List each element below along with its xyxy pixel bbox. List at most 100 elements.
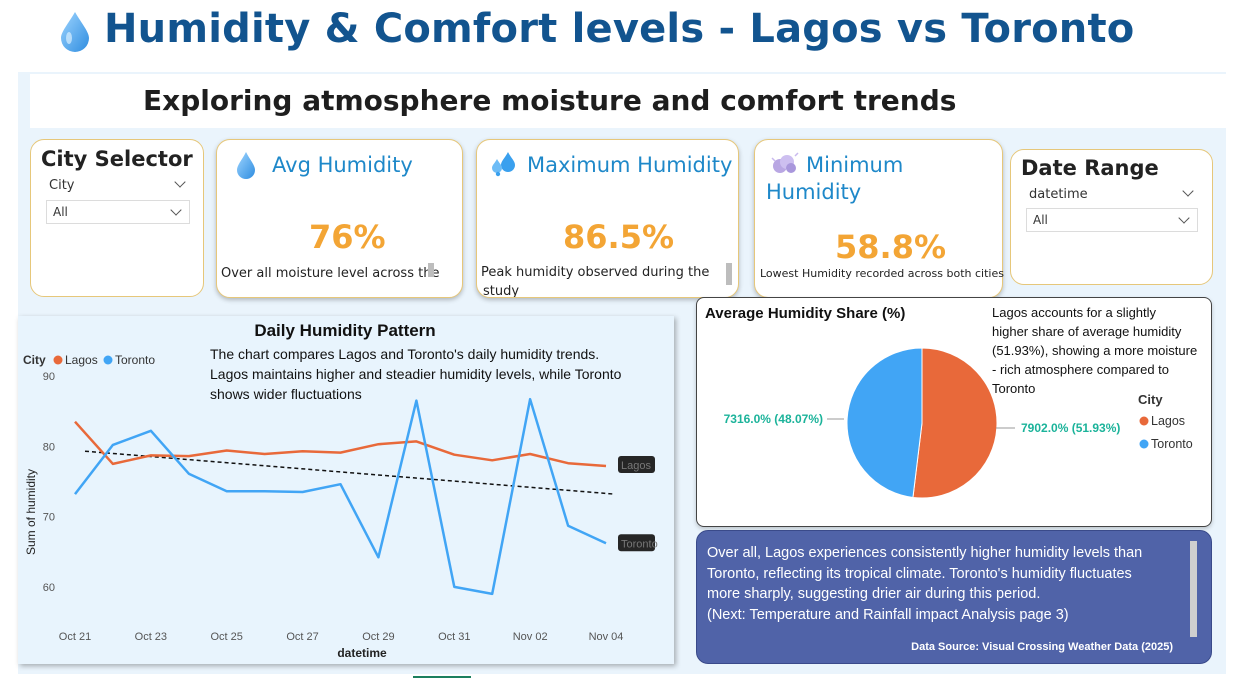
end-label-lagos: Lagos: [621, 460, 651, 472]
x-tick-label: Oct 27: [286, 631, 318, 643]
kpi-value: 76%: [309, 218, 386, 256]
page-title: Humidity & Comfort levels - Lagos vs Tor…: [104, 6, 1135, 52]
legend-label-toronto[interactable]: Toronto: [115, 353, 155, 367]
title-band: [18, 0, 1226, 72]
series-line-lagos: [74, 420, 607, 468]
city-dropdown[interactable]: All: [46, 200, 190, 224]
summary-panel: Over all, Lagos experiences consistently…: [696, 530, 1212, 664]
cloud-icon: [771, 152, 799, 173]
x-tick-label: Oct 29: [362, 631, 394, 643]
summary-text: Over all, Lagos experiences consistently…: [707, 543, 1177, 625]
chart-note-line: Lagos maintains higher and steadier humi…: [210, 366, 622, 382]
end-label-toronto: Toronto: [621, 538, 658, 550]
page-subtitle: Exploring atmosphere moisture and comfor…: [143, 84, 957, 117]
chart-title: Daily Humidity Pattern: [254, 321, 435, 340]
daily-humidity-chart: Daily Humidity Pattern The chart compare…: [23, 321, 658, 660]
date-dropdown[interactable]: All: [1026, 208, 1198, 232]
kpi-title-line1: Minimum: [806, 153, 904, 177]
kpi-card-maximum-humidity: Maximum Humidity 86.5% Peak humidity obs…: [476, 139, 739, 298]
humidity-share-chart: Average Humidity Share (%) Lagos account…: [705, 305, 1197, 499]
pie-slice-lagos[interactable]: [912, 347, 998, 499]
y-tick-label: 90: [43, 371, 55, 383]
slicer-title: Date Range: [1021, 156, 1159, 180]
chevron-down-icon[interactable]: [1182, 185, 1194, 197]
pie-note-line: higher share of average humidity: [992, 324, 1182, 339]
scrollbar[interactable]: [1190, 541, 1197, 637]
page-tab-strip: [0, 674, 1234, 678]
kpi-value: 58.8%: [835, 228, 947, 266]
x-tick-label: Oct 25: [211, 631, 243, 643]
dropdown-value: All: [53, 205, 68, 219]
chevron-down-icon[interactable]: [174, 176, 186, 188]
legend-label-lagos[interactable]: Lagos: [1151, 414, 1185, 428]
pie-note-line: - rich atmosphere compared to: [992, 362, 1169, 377]
x-axis-title: datetime: [337, 646, 387, 660]
chart-title: Average Humidity Share (%): [705, 305, 905, 322]
scrollbar[interactable]: [428, 263, 434, 277]
pie-note-line: Toronto: [992, 381, 1035, 396]
water-drops-icon: [492, 152, 515, 177]
daily-humidity-chart-panel: Daily Humidity Pattern The chart compare…: [18, 316, 674, 664]
droplet-icon: [237, 152, 255, 179]
legend-title: City: [23, 353, 46, 367]
kpi-value: 86.5%: [563, 218, 675, 256]
kpi-description: Peak humidity observed during the: [481, 265, 710, 280]
kpi-description-continued: study: [483, 284, 520, 298]
x-tick-label: Oct 23: [135, 631, 167, 643]
pie-note-line: (51.93%), showing a more moisture: [992, 343, 1197, 358]
end-label-box: [618, 534, 655, 552]
x-tick-label: Oct 21: [59, 631, 91, 643]
x-axis-ticks: Oct 21 Oct 23 Oct 25 Oct 27 Oct 29 Oct 31 Nov …: [59, 631, 624, 643]
chevron-down-icon: [170, 204, 182, 216]
y-tick-label: 70: [43, 512, 55, 524]
x-tick-label: Nov 04: [589, 631, 624, 643]
series-line-toronto: [74, 397, 607, 596]
date-range-slicer: Date Range datetime All: [1010, 149, 1213, 285]
x-tick-label: Nov 02: [513, 631, 548, 643]
legend-marker-toronto: [1139, 439, 1149, 449]
y-axis-ticks: 60 70 80 90: [43, 371, 55, 594]
humidity-share-panel: Average Humidity Share (%) Lagos account…: [696, 297, 1212, 527]
subtitle-band: [30, 74, 1226, 128]
legend-label-lagos[interactable]: Lagos: [65, 353, 98, 367]
end-labels: Lagos Toronto: [618, 455, 658, 552]
legend-marker-lagos: [53, 355, 63, 365]
pie-label-lagos: 7902.0% (51.93%): [1021, 421, 1120, 435]
dropdown-value: All: [1033, 213, 1048, 227]
legend-title: City: [1138, 392, 1163, 407]
pie-slices: [846, 347, 998, 499]
kpi-title: Avg Humidity: [272, 153, 413, 177]
summary-line: (Next: Temperature and Rainfall impact A…: [707, 606, 1069, 623]
legend-marker-toronto: [103, 355, 113, 365]
kpi-card-minimum-humidity: Minimum Humidity 58.8% Lowest Humidity r…: [754, 139, 1004, 298]
end-label-box: [618, 455, 655, 473]
pie-note-line: Lagos accounts for a slightly: [992, 305, 1157, 320]
scrollbar[interactable]: [726, 263, 732, 285]
data-source: Data Source: Visual Crossing Weather Dat…: [911, 641, 1173, 653]
x-tick-label: Oct 31: [438, 631, 470, 643]
droplet-icon: [61, 12, 89, 52]
slicer-title: City Selector: [41, 147, 193, 171]
kpi-description: Over all moisture level across the: [221, 266, 440, 281]
pie-slice-toronto[interactable]: [846, 347, 923, 499]
city-selector-slicer: City Selector City All: [30, 139, 204, 297]
pie-label-toronto: 7316.0% (48.07%): [724, 412, 823, 426]
summary-line: Over all, Lagos experiences consistently…: [707, 545, 1143, 561]
chart-note-line: The chart compares Lagos and Toronto's d…: [210, 346, 599, 362]
y-tick-label: 60: [43, 582, 55, 594]
summary-line: Toronto, reflecting its tropical climate…: [707, 565, 1132, 582]
slicer-field-label: datetime: [1029, 187, 1088, 202]
series-lines: [74, 397, 607, 596]
kpi-title-line2: Humidity: [766, 180, 862, 204]
kpi-description: Lowest Humidity recorded across both cit…: [760, 267, 1004, 280]
y-tick-label: 80: [43, 441, 55, 453]
legend-marker-lagos: [1139, 416, 1149, 426]
legend-label-toronto[interactable]: Toronto: [1151, 437, 1193, 451]
summary-line: more sharply, suggesting drier air durin…: [707, 586, 1041, 602]
trend-line: [84, 450, 615, 495]
active-page-tab[interactable]: [413, 676, 471, 678]
kpi-card-avg-humidity: Avg Humidity 76% Over all moisture level…: [216, 139, 463, 298]
kpi-title: Maximum Humidity: [527, 153, 733, 177]
trend-line-group: [84, 450, 615, 495]
chevron-down-icon: [1178, 212, 1190, 224]
